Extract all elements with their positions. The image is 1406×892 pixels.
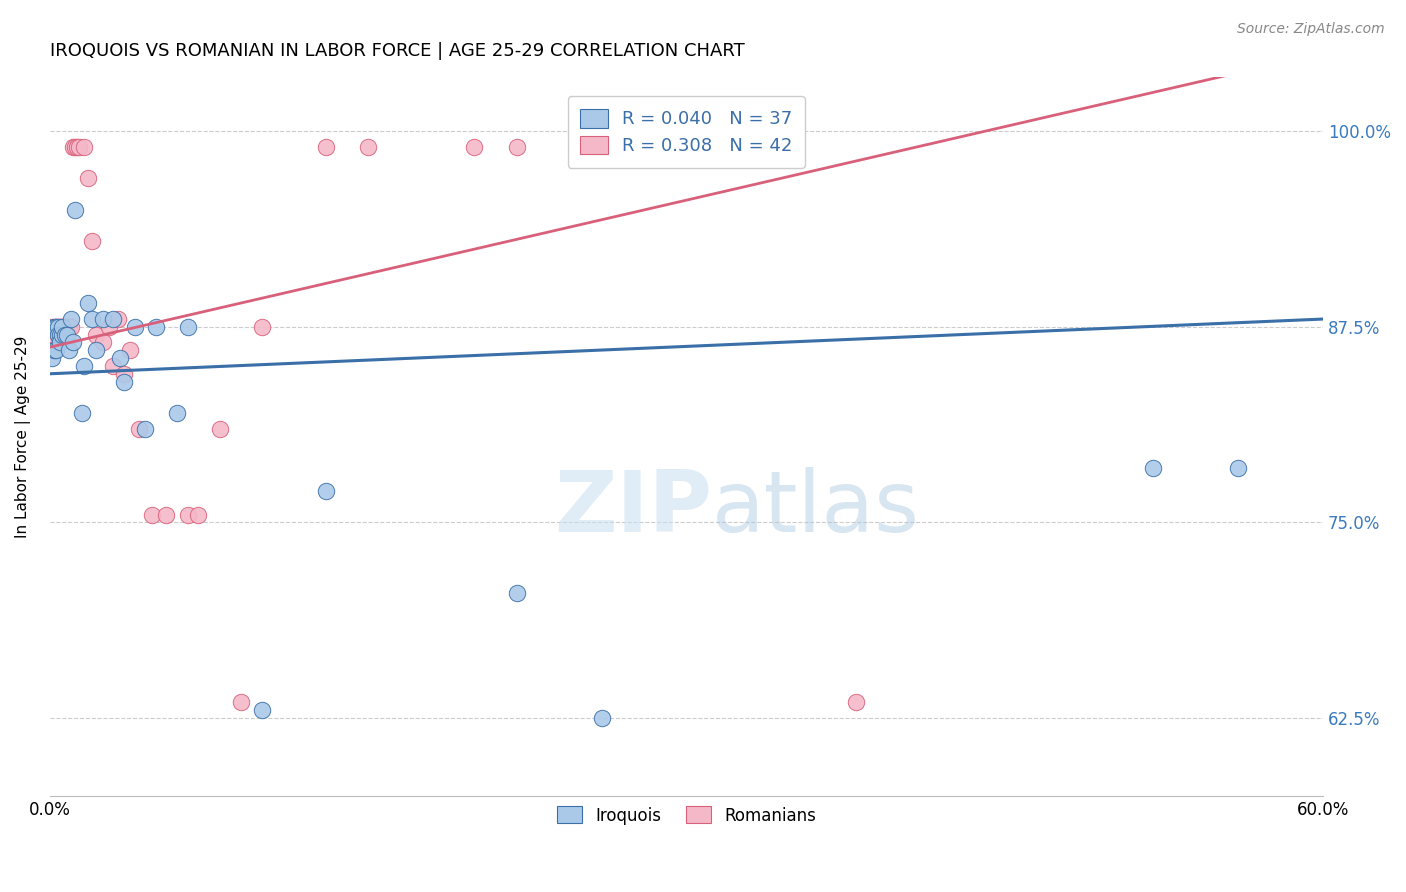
Point [112, 375, 135, 389]
Point [45, 343, 67, 358]
Point [51, 319, 73, 334]
Point [62, 335, 84, 350]
Point [141, 508, 163, 522]
Point [463, 140, 485, 154]
Legend: Iroquois, Romanians: Iroquois, Romanians [547, 797, 827, 835]
Point [45, 319, 67, 334]
Point [53, 327, 76, 342]
Point [108, 351, 131, 365]
Point [1227, 460, 1250, 475]
Point [46, 319, 69, 334]
Point [49, 319, 72, 334]
Point [176, 319, 198, 334]
Text: Source: ZipAtlas.com: Source: ZipAtlas.com [1237, 22, 1385, 37]
Point [70, 406, 93, 420]
Point [58, 319, 80, 334]
Point [120, 343, 142, 358]
Point [82, 312, 104, 326]
Point [51, 319, 73, 334]
Point [250, 319, 273, 334]
Point [86, 327, 108, 342]
Point [124, 319, 146, 334]
Point [59, 312, 82, 326]
Point [505, 586, 527, 600]
Point [69, 140, 91, 154]
Point [315, 140, 337, 154]
Point [45, 319, 67, 334]
Point [73, 140, 96, 154]
Point [187, 508, 209, 522]
Point [42, 343, 65, 358]
Point [51, 327, 73, 342]
Point [49, 327, 72, 342]
Point [49, 319, 72, 334]
Point [155, 508, 177, 522]
Point [91, 335, 114, 350]
Point [42, 319, 65, 334]
Point [505, 140, 527, 154]
Point [49, 335, 72, 350]
Point [77, 296, 100, 310]
Point [128, 421, 150, 435]
Point [51, 319, 73, 334]
Point [63, 140, 86, 154]
Point [208, 421, 231, 435]
Point [46, 319, 69, 334]
Text: ZIP: ZIP [554, 467, 711, 549]
Point [41, 351, 63, 365]
Point [176, 508, 198, 522]
Point [45, 319, 67, 334]
Point [166, 406, 188, 420]
Point [112, 367, 135, 381]
Point [41, 319, 63, 334]
Point [86, 343, 108, 358]
Point [315, 484, 337, 499]
Point [98, 319, 121, 334]
Point [82, 234, 104, 248]
Point [591, 711, 613, 725]
Point [103, 312, 125, 326]
Point [1142, 460, 1164, 475]
Point [250, 703, 273, 717]
Y-axis label: In Labor Force | Age 25-29: In Labor Force | Age 25-29 [15, 335, 31, 538]
Point [357, 140, 380, 154]
Point [55, 327, 77, 342]
Point [229, 695, 252, 709]
Point [845, 695, 868, 709]
Point [53, 319, 76, 334]
Point [77, 171, 100, 186]
Point [53, 319, 76, 334]
Point [91, 312, 114, 326]
Text: atlas: atlas [711, 467, 920, 549]
Point [46, 327, 69, 342]
Point [63, 202, 86, 217]
Point [103, 359, 125, 373]
Point [145, 319, 167, 334]
Point [46, 327, 69, 342]
Point [55, 319, 77, 334]
Text: IROQUOIS VS ROMANIAN IN LABOR FORCE | AGE 25-29 CORRELATION CHART: IROQUOIS VS ROMANIAN IN LABOR FORCE | AG… [49, 42, 745, 60]
Point [73, 359, 96, 373]
Point [62, 140, 84, 154]
Point [66, 140, 89, 154]
Point [134, 421, 156, 435]
Point [42, 327, 65, 342]
Point [59, 319, 82, 334]
Point [107, 312, 129, 326]
Point [58, 343, 80, 358]
